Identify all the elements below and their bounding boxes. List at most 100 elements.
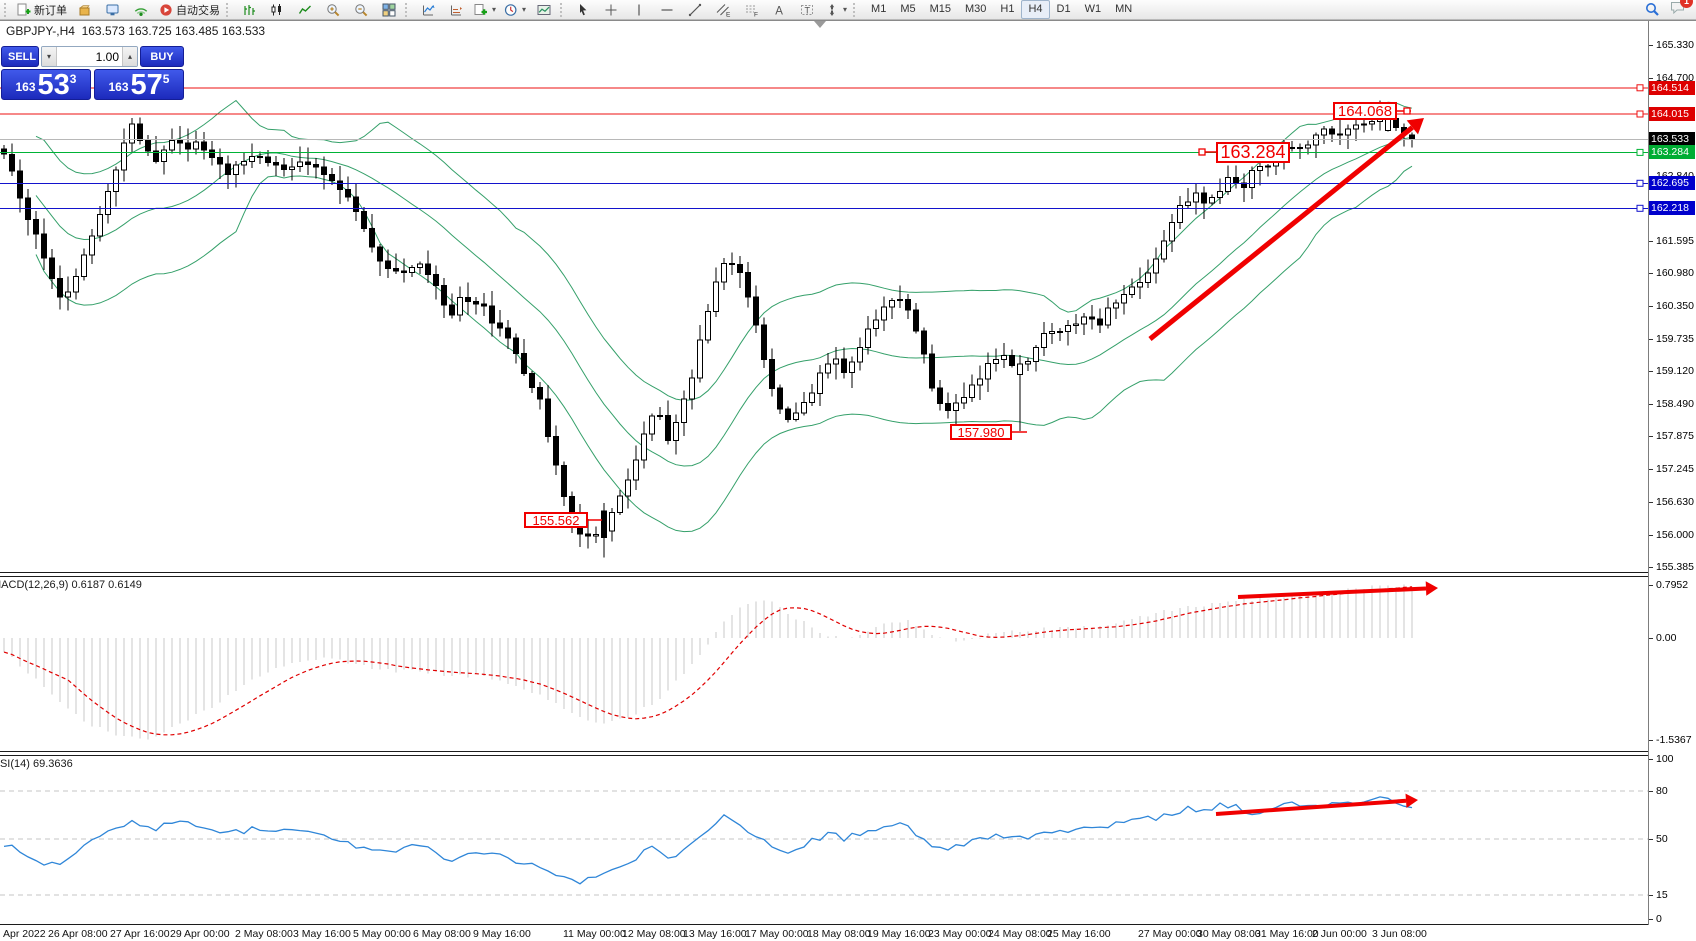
time-axis-label: 27 Apr 16:00 — [110, 928, 170, 940]
timeframe-H4[interactable]: H4 — [1021, 0, 1050, 19]
vertical-line-tool-button[interactable] — [625, 0, 653, 20]
price-annotation[interactable]: 163.284 — [1216, 142, 1290, 163]
time-axis-label: 24 May 08:00 — [988, 928, 1052, 940]
price-line-label: 163.284 — [1649, 145, 1695, 159]
indicators-icon — [423, 4, 435, 15]
channel-tool-button[interactable]: E — [709, 0, 737, 20]
bar-chart-button[interactable] — [235, 0, 263, 20]
ask-big: 57 — [130, 69, 163, 101]
pane-separator[interactable] — [0, 572, 1696, 577]
line-chart-icon — [298, 5, 311, 14]
svg-text:E: E — [726, 11, 731, 17]
ask-price[interactable]: 163 57 5 — [94, 69, 184, 100]
main-price-chart[interactable] — [0, 21, 1648, 572]
fibonacci-tool-button[interactable]: F — [737, 0, 765, 20]
bid-sup: 3 — [69, 72, 77, 86]
lot-decrease-button[interactable]: ▾ — [42, 47, 57, 66]
price-line-label: 164.514 — [1649, 81, 1695, 95]
timeframe-D1[interactable]: D1 — [1056, 3, 1071, 15]
time-axis-label: 29 Apr 00:00 — [170, 928, 230, 940]
window-splitter-icon[interactable] — [814, 21, 826, 28]
market-watch-button[interactable] — [99, 0, 127, 20]
toolbar-grip — [560, 2, 565, 17]
macd-indicator-pane[interactable] — [0, 576, 1648, 751]
cursor-tool-button[interactable] — [569, 0, 597, 20]
axis-tick — [1649, 740, 1653, 741]
price-annotation[interactable]: 155.562 — [524, 512, 588, 528]
chart-symbol-title: GBPJPY-,H4 163.573 163.725 163.485 163.5… — [6, 24, 266, 38]
timeframe-M15[interactable]: M15 — [929, 3, 952, 15]
time-axis-label: 2 Jun 00:00 — [1312, 928, 1367, 940]
arrows-tool-button[interactable]: ▾ — [821, 0, 851, 20]
trade-panel-prices: 163 53 3 163 57 5 — [1, 69, 184, 100]
chart-shift-button[interactable] — [530, 0, 558, 20]
cursor-icon — [580, 3, 587, 15]
zoom-out-button[interactable] — [347, 0, 375, 20]
axis-tick-label: 156.000 — [1656, 529, 1694, 541]
axis-tick-label: 80 — [1656, 785, 1668, 797]
axis-tick-label: 0.7952 — [1656, 579, 1689, 591]
search-icon[interactable] — [1645, 2, 1660, 17]
add-indicator-button[interactable]: ▾ — [470, 0, 500, 20]
bid-price[interactable]: 163 53 3 — [1, 69, 91, 100]
timeframe-MN[interactable]: MN — [1115, 3, 1133, 15]
time-axis-label: 17 May 00:00 — [745, 928, 809, 940]
ask-base: 163 — [108, 80, 129, 94]
autotrade-button[interactable]: 自动交易 — [155, 0, 224, 20]
price-annotation[interactable]: 164.068 — [1333, 102, 1397, 120]
time-axis[interactable]: Apr 2022 26 Apr 08:00 27 Apr 16:00 29 Apr 0… — [0, 925, 1696, 941]
market-watch-icon — [106, 4, 119, 15]
axis-tick-label: 157.875 — [1656, 430, 1694, 442]
axis-tick-label: 157.245 — [1656, 463, 1694, 475]
sell-button[interactable]: SELL — [1, 46, 39, 67]
timeframe-M5[interactable]: M5 — [900, 3, 916, 15]
price-line-label: 162.695 — [1649, 176, 1695, 190]
period-button[interactable]: ▾ — [500, 0, 530, 20]
signal-button[interactable] — [127, 0, 155, 20]
timeframe-M30[interactable]: M30 — [965, 3, 987, 15]
zoom-in-button[interactable] — [319, 0, 347, 20]
trendline-tool-button[interactable] — [681, 0, 709, 20]
timeframe-H1[interactable]: H1 — [1000, 3, 1015, 15]
new-order-button[interactable]: 新订单 — [13, 0, 71, 20]
lot-size-input[interactable] — [57, 47, 122, 66]
axis-tick-label: 100 — [1656, 753, 1674, 765]
autotrade-icon — [160, 3, 172, 16]
ask-sup: 5 — [162, 72, 170, 86]
lot-increase-button[interactable]: ▴ — [122, 47, 137, 66]
timeframe-W1[interactable]: W1 — [1084, 3, 1102, 15]
time-axis-label: Apr 2022 — [3, 928, 46, 940]
tile-windows-button[interactable] — [375, 0, 403, 20]
main-toolbar: 新订单 自动交易 ▾ ▾ — [0, 0, 1696, 20]
axis-tick-label: 0.00 — [1656, 632, 1677, 644]
axis-tick — [1649, 535, 1653, 536]
text-icon: A — [775, 5, 783, 17]
chat-button[interactable]: 1 — [1670, 0, 1693, 20]
indicator-list-button[interactable] — [442, 0, 470, 20]
buy-button[interactable]: BUY — [140, 46, 184, 67]
axis-tick — [1649, 502, 1653, 503]
axis-tick — [1649, 436, 1653, 437]
line-chart-button[interactable] — [291, 0, 319, 20]
axis-tick — [1649, 371, 1653, 372]
text-label-tool-button[interactable]: T — [793, 0, 821, 20]
pane-separator[interactable] — [0, 924, 1696, 925]
horizontal-line-tool-button[interactable] — [653, 0, 681, 20]
indicators-button[interactable] — [414, 0, 442, 20]
axis-tick-label: 160.350 — [1656, 300, 1694, 312]
chart-window-icon — [79, 4, 90, 15]
price-scale[interactable]: 165.330164.700162.840161.595160.980160.3… — [1648, 21, 1696, 941]
time-axis-label: 27 May 00:00 — [1138, 928, 1202, 940]
timeframe-M1[interactable]: M1 — [871, 3, 887, 15]
pane-separator[interactable] — [0, 751, 1696, 756]
chart-window-button[interactable] — [71, 0, 99, 20]
price-annotation[interactable]: 157.980 — [950, 424, 1012, 440]
rsi-indicator-pane[interactable] — [0, 755, 1648, 924]
crosshair-tool-button[interactable] — [597, 0, 625, 20]
zoom-in-icon — [327, 3, 340, 16]
toolbar-grip — [405, 2, 410, 17]
toolbar-grip — [4, 2, 9, 17]
text-tool-button[interactable]: A — [765, 0, 793, 20]
candlestick-chart-button[interactable] — [263, 0, 291, 20]
